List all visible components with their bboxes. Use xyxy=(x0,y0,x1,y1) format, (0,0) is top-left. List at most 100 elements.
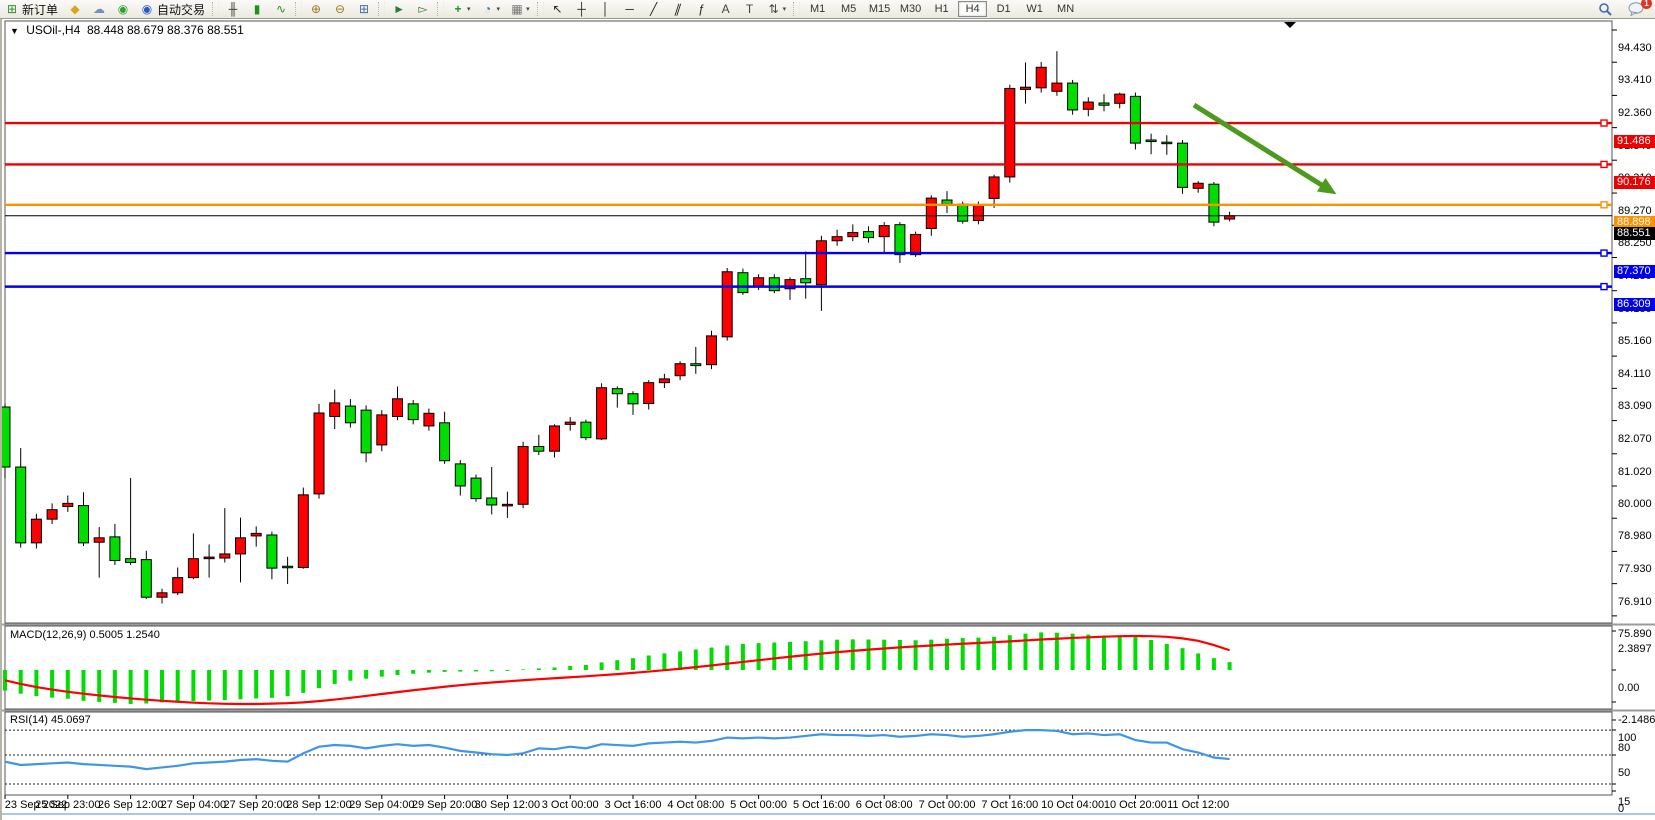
candle xyxy=(109,536,121,562)
price-axis-label: 89.270 xyxy=(1618,205,1652,218)
chart-canvas[interactable] xyxy=(2,19,1655,820)
arrows-icon: ⇅ xyxy=(768,2,779,16)
search-button[interactable] xyxy=(1594,1,1617,17)
candle xyxy=(219,553,231,559)
timeframe-mn-button[interactable]: MN xyxy=(1051,1,1080,17)
price-axis-label: 84.110 xyxy=(1618,368,1651,381)
auto-scroll-icon: ► xyxy=(393,2,405,16)
toolbar: ⊞ 新订单 ◆ ☁ ◉ ◉ 自动交易 ╫ ▮ ∿ ⊕ ⊖ ⊞ ► ▻ + ▾ ◔ ▾ ▦ ▾ ↖ ┼ │ ─ ╱… xyxy=(0,0,1655,19)
templates-button[interactable]: ▦ ▾ xyxy=(506,1,534,17)
cursor-tool-button[interactable]: ↖ xyxy=(547,1,569,17)
time-axis-label: 3 Oct 16:00 xyxy=(604,799,662,811)
candle xyxy=(784,279,796,290)
candle xyxy=(627,393,639,405)
horizontal-line-button[interactable]: ─ xyxy=(619,1,641,17)
chart-shift-button[interactable]: ▻ xyxy=(412,1,434,17)
trend-arrow-line[interactable] xyxy=(1192,102,1330,192)
line-handle[interactable] xyxy=(1600,201,1608,209)
indicators-icon: + xyxy=(454,2,462,16)
line-chart-button[interactable]: ∿ xyxy=(270,1,292,17)
candle xyxy=(800,278,812,284)
new-order-button[interactable]: ⊞ 新订单 xyxy=(1,1,62,17)
timeframe-m5-button[interactable]: M5 xyxy=(834,1,863,17)
line-handle[interactable] xyxy=(1600,160,1608,169)
candle xyxy=(1067,82,1079,111)
search-icon xyxy=(1599,2,1612,16)
timeframe-m30-button[interactable]: M30 xyxy=(896,1,925,17)
channel-button[interactable]: ∥ xyxy=(667,1,689,17)
candle xyxy=(1161,141,1173,145)
trendline-button[interactable]: ╱ xyxy=(643,1,665,17)
candle xyxy=(376,414,388,446)
cursor-tool-icon: ↖ xyxy=(552,2,563,16)
chart-symbol-period: USOil-,H4 xyxy=(26,23,81,37)
label-icon: T xyxy=(745,2,754,16)
timeframe-m15-button[interactable]: M15 xyxy=(865,1,894,17)
data-window-button[interactable]: ☁ xyxy=(88,1,110,17)
timeframe-w1-button[interactable]: W1 xyxy=(1020,1,1049,17)
trend-arrow-head[interactable] xyxy=(1316,177,1337,195)
line-handle[interactable] xyxy=(1600,119,1608,127)
auto-scroll-button[interactable]: ► xyxy=(388,1,410,17)
candlestick-chart-button[interactable]: ▮ xyxy=(246,1,268,17)
candle xyxy=(1192,182,1204,189)
dropdown-caret-icon[interactable]: ▾ xyxy=(782,6,787,13)
zoom-in-button[interactable]: ⊕ xyxy=(305,1,327,17)
timeframe-d1-button[interactable]: D1 xyxy=(989,1,1018,17)
dropdown-caret-icon[interactable]: ▾ xyxy=(467,6,471,13)
line-handle[interactable] xyxy=(1600,282,1608,291)
label-button[interactable]: T xyxy=(739,1,761,17)
rsi-pane-border xyxy=(4,711,1613,796)
vertical-line-icon: │ xyxy=(601,2,610,16)
zoom-out-button[interactable]: ⊖ xyxy=(329,1,351,17)
timeframe-h4-button[interactable]: H4 xyxy=(958,1,988,17)
bar-chart-button[interactable]: ╫ xyxy=(222,1,244,17)
chat-button[interactable]: 1 xyxy=(1624,0,1652,17)
candle xyxy=(313,412,325,495)
data-window-icon: ☁ xyxy=(93,2,106,16)
candle xyxy=(706,335,717,366)
candle xyxy=(30,518,42,544)
main-pane-border xyxy=(4,20,1613,624)
market-watch-button[interactable]: ◆ xyxy=(64,1,86,17)
macd-axis-label: 0.00 xyxy=(1618,682,1640,694)
candle xyxy=(658,378,670,384)
price-axis-label: 78.980 xyxy=(1618,530,1652,543)
candle xyxy=(78,505,89,544)
vertical-line-button[interactable]: │ xyxy=(595,1,617,17)
candle xyxy=(266,534,278,569)
candle xyxy=(690,363,702,367)
candle xyxy=(46,509,58,520)
candle xyxy=(721,271,733,338)
candle xyxy=(203,556,215,560)
tile-windows-button[interactable]: ⊞ xyxy=(353,1,375,17)
price-axis-label: 94.430 xyxy=(1618,42,1652,54)
fibonacci-button[interactable]: ƒ xyxy=(691,1,713,17)
chart-ohlc-values: 88.448 88.679 88.376 88.551 xyxy=(86,23,244,37)
price-axis-label: 76.910 xyxy=(1618,595,1652,608)
time-axis-label: 23 Sep 2022 xyxy=(4,799,68,811)
text-button[interactable]: A xyxy=(715,1,737,17)
periods-button[interactable]: ◔ ▾ xyxy=(477,1,505,17)
timeframe-m1-button[interactable]: M1 xyxy=(803,1,832,17)
autotrade-button[interactable]: ◉ 自动交易 xyxy=(136,1,209,17)
candle xyxy=(15,466,27,544)
time-axis-label: 3 Oct 00:00 xyxy=(541,799,599,811)
dropdown-caret-icon[interactable]: ▾ xyxy=(526,6,530,13)
rsi-axis-label: 0 xyxy=(1618,803,1625,815)
chart-collapse-icon[interactable]: ▼ xyxy=(10,26,19,36)
crosshair-tool-button[interactable]: ┼ xyxy=(571,1,593,17)
indicators-button[interactable]: + ▾ xyxy=(447,1,475,17)
price-axis-label: 92.360 xyxy=(1618,107,1652,120)
dropdown-caret-icon[interactable]: ▾ xyxy=(496,6,501,13)
line-handle[interactable] xyxy=(1600,249,1608,257)
candle xyxy=(1098,102,1110,106)
navigator-button[interactable]: ◉ xyxy=(112,1,134,17)
timeframe-h1-button[interactable]: H1 xyxy=(927,1,956,17)
candle xyxy=(2,406,11,468)
arrows-button[interactable]: ⇅ ▾ xyxy=(763,1,791,17)
chart-shift-marker[interactable] xyxy=(1284,22,1296,28)
price-line-badge: 86.309 xyxy=(1614,298,1655,312)
price-axis-label: 88.250 xyxy=(1618,237,1652,250)
rsi-axis-label: 15 xyxy=(1618,796,1631,808)
